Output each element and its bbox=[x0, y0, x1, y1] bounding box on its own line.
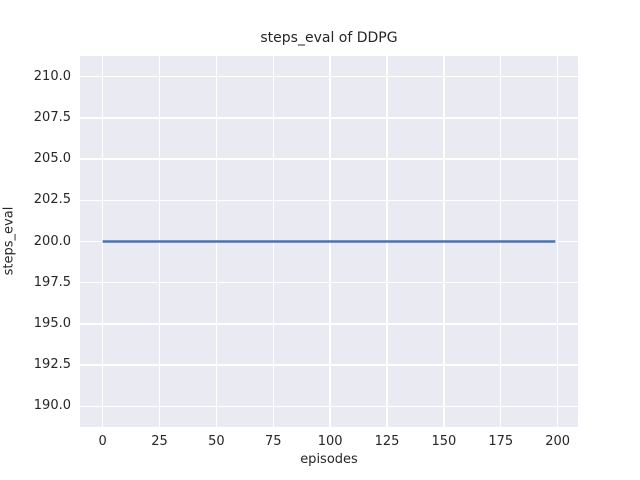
plot-area bbox=[80, 56, 578, 427]
chart-title: steps_eval of DDPG bbox=[260, 30, 398, 46]
y-tick-label: 202.5 bbox=[33, 192, 71, 208]
y-gridline bbox=[80, 75, 578, 78]
x-tick-label: 0 bbox=[98, 434, 107, 449]
x-tick-label: 125 bbox=[374, 434, 400, 449]
y-tick-label: 195.0 bbox=[33, 315, 71, 331]
x-tick-label: 100 bbox=[317, 434, 343, 449]
y-gridline bbox=[80, 199, 578, 201]
y-gridline bbox=[80, 364, 578, 366]
y-gridline bbox=[80, 405, 578, 408]
y-gridline bbox=[80, 282, 578, 284]
y-gridline bbox=[80, 158, 578, 160]
y-tick-label: 207.5 bbox=[33, 109, 71, 125]
x-tick-label: 150 bbox=[431, 434, 457, 449]
x-axis-label: episodes bbox=[300, 452, 358, 467]
y-tick-label: 205.0 bbox=[33, 151, 71, 167]
series-layer bbox=[102, 240, 556, 243]
y-gridline bbox=[80, 117, 578, 119]
y-tick-label: 192.5 bbox=[33, 357, 71, 373]
x-tick-label: 200 bbox=[545, 434, 571, 449]
x-tick-label: 175 bbox=[488, 434, 514, 449]
y-tick-label: 197.5 bbox=[33, 274, 71, 290]
y-tick-label: 190.0 bbox=[33, 398, 71, 414]
x-tick-label: 50 bbox=[208, 434, 225, 449]
x-tick-label: 25 bbox=[151, 434, 168, 449]
x-tick-label: 75 bbox=[264, 434, 282, 449]
y-tick-label: 200.0 bbox=[33, 233, 71, 249]
y-gridline bbox=[80, 323, 578, 325]
y-tick-label: 210.0 bbox=[33, 68, 71, 84]
